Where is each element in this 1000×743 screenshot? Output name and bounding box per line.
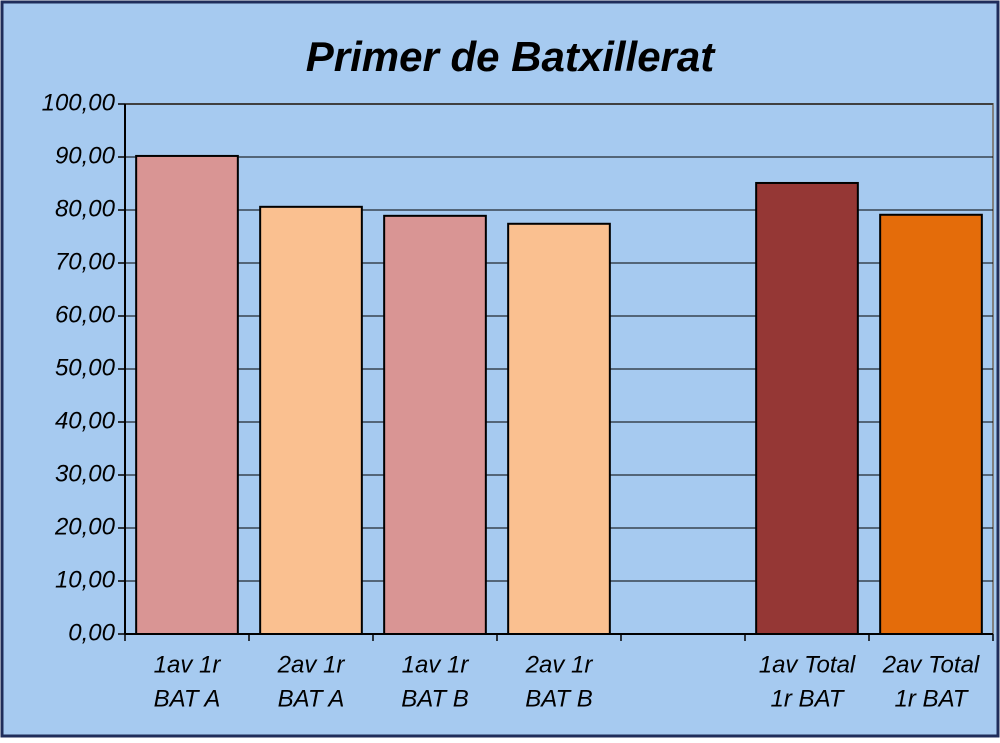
y-tick-label: 90,00 [55, 142, 116, 169]
x-tick-label: 2av 1r [277, 651, 346, 678]
y-tick-label: 50,00 [55, 354, 116, 381]
bar [383, 214, 487, 636]
bar [879, 213, 983, 636]
y-tick-label: 30,00 [55, 460, 116, 487]
x-tick-label: 1av Total [759, 651, 856, 678]
bar [135, 154, 239, 635]
y-tick-label: 10,00 [55, 566, 116, 593]
y-tick-label: 20,00 [54, 513, 116, 540]
y-tick-label: 0,00 [68, 619, 115, 646]
y-tick-label: 40,00 [55, 407, 116, 434]
x-tick-label: 2av 1r [525, 651, 594, 678]
x-tick-label: 1av 1r [154, 651, 222, 678]
y-tick-label: 70,00 [55, 248, 116, 275]
bar [507, 222, 611, 635]
x-tick-label: 2av Total [882, 651, 980, 678]
y-tick-label: 100,00 [42, 89, 116, 116]
y-tick-label: 80,00 [55, 195, 116, 222]
chart-title: Primer de Batxillerat [306, 33, 717, 80]
x-tick-label: 1r BAT [771, 685, 846, 712]
y-tick-label: 60,00 [55, 301, 116, 328]
x-tick-label: BAT A [154, 685, 221, 712]
x-tick-label: BAT A [278, 685, 345, 712]
x-tick-label: 1av 1r [402, 651, 470, 678]
x-tick-label: BAT B [401, 685, 469, 712]
x-tick-label: 1r BAT [895, 685, 970, 712]
x-tick-label: BAT B [525, 685, 593, 712]
bar [755, 181, 859, 635]
bar [259, 205, 363, 635]
